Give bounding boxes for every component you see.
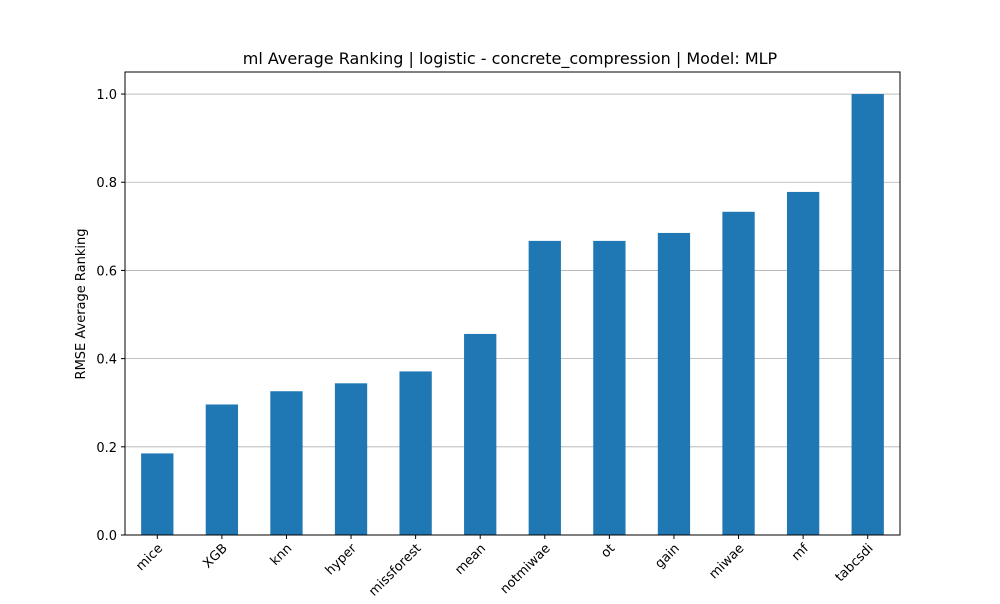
bar-mean — [464, 333, 497, 535]
bars — [141, 94, 884, 536]
y-tick-label: 0.4 — [96, 353, 117, 368]
bar-missforest — [399, 371, 432, 535]
y-tick-label: 0.8 — [96, 176, 117, 191]
bar-notmiwae — [528, 240, 561, 535]
y-tick-label: 1.0 — [96, 88, 117, 103]
x-tick-label: mf — [789, 541, 812, 564]
bar-ot — [593, 240, 626, 535]
x-tick-label: XGB — [200, 541, 230, 571]
x-tick-label: missforest — [366, 541, 424, 599]
x-tick-label: knn — [268, 541, 296, 569]
bar-hyper — [334, 383, 368, 535]
y-tick-label: 0.2 — [96, 441, 117, 456]
chart-title: ml Average Ranking | logistic - concrete… — [243, 49, 778, 69]
x-axis: mice XGB knn hyper missforest mean notmiwae ot g… — [133, 535, 877, 599]
x-tick-label: gain — [652, 541, 682, 571]
y-axis-label: RMSE Average Ranking — [74, 229, 89, 380]
plot-frame — [124, 71, 901, 536]
x-tick-label: mean — [452, 541, 489, 578]
bar-knn — [270, 391, 303, 535]
x-tick-label: ot — [598, 541, 618, 561]
x-tick-label: hyper — [323, 541, 361, 579]
bar-gain — [657, 232, 691, 535]
y-tick-label: 0.0 — [96, 529, 117, 544]
bar-miwae — [722, 211, 755, 535]
x-tick-label: tabcsdi — [833, 541, 877, 585]
y-axis: 0.0 0.2 0.4 0.6 0.8 1.0 — [96, 88, 125, 544]
bar-tabcsdi — [851, 94, 884, 536]
x-tick-label: mice — [133, 541, 166, 574]
x-tick-label: miwae — [706, 541, 747, 582]
bar-mice — [141, 453, 174, 535]
y-tick-label: 0.6 — [96, 264, 117, 279]
grid-lines — [125, 93, 900, 448]
bar-mf — [786, 191, 820, 536]
x-tick-label: notmiwae — [498, 541, 554, 597]
bar-XGB — [205, 404, 239, 535]
